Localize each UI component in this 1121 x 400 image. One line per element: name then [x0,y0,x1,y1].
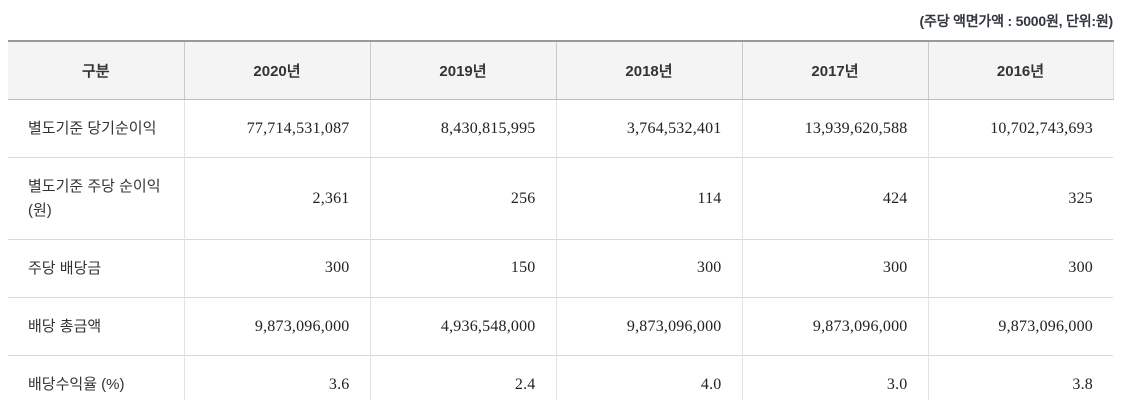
row-label: 주당 배당금 [8,238,184,298]
column-header-2016: 2016년 [927,41,1114,100]
cell-value: 150 [369,238,556,298]
cell-value: 300 [741,238,928,298]
cell-value: 256 [369,157,556,240]
cell-value: 300 [183,238,370,298]
cell-value: 300 [927,238,1113,298]
dividend-table: 구분 2020년 2019년 2018년 2017년 2016년 별도기준 당기… [8,40,1114,400]
table-caption: (주당 액면가액 : 5000원, 단위:원) [919,13,1114,29]
cell-value: 13,939,620,588 [741,99,928,158]
table-body: 별도기준 당기순이익 77,714,531,087 8,430,815,995 … [8,99,1113,400]
header-row: 구분 2020년 2019년 2018년 2017년 2016년 [8,41,1114,100]
cell-value: 3.6 [183,355,370,400]
table-row-dividend-per-share: 주당 배당금 300 150 300 300 300 [8,238,1113,298]
cell-value: 325 [927,157,1113,240]
row-label: 배당수익율 (%) [8,355,184,400]
cell-value: 77,714,531,087 [183,99,370,158]
column-header-2018: 2018년 [555,41,742,100]
table-header: 구분 2020년 2019년 2018년 2017년 2016년 [8,41,1114,100]
cell-value: 9,873,096,000 [183,296,370,356]
column-header-gubun: 구분 [8,41,184,100]
table-row-eps: 별도기준 주당 순이익 (원) 2,361 256 114 424 325 [8,157,1113,240]
column-header-2020: 2020년 [183,41,370,100]
cell-value: 9,873,096,000 [741,296,928,356]
cell-value: 9,873,096,000 [555,296,742,356]
column-header-2019: 2019년 [369,41,556,100]
page: (주당 액면가액 : 5000원, 단위:원) 구분 2020년 2019년 2… [0,11,1121,400]
column-header-2017: 2017년 [741,41,928,100]
cell-value: 4,936,548,000 [369,296,556,356]
row-label: 별도기준 주당 순이익 (원) [8,157,184,240]
cell-value: 300 [555,238,742,298]
table-row-net-income: 별도기준 당기순이익 77,714,531,087 8,430,815,995 … [8,99,1113,158]
cell-value: 10,702,743,693 [927,99,1113,158]
table-row-dividend-yield: 배당수익율 (%) 3.6 2.4 4.0 3.0 3.8 [8,355,1113,400]
row-label: 배당 총금액 [8,296,184,356]
cell-value: 3.8 [927,355,1113,400]
cell-value: 424 [741,157,928,240]
table-row-total-dividend: 배당 총금액 9,873,096,000 4,936,548,000 9,873… [8,296,1113,356]
cell-value: 3,764,532,401 [555,99,742,158]
cell-value: 8,430,815,995 [369,99,556,158]
cell-value: 4.0 [555,355,742,400]
cell-value: 2,361 [183,157,370,240]
cell-value: 2.4 [369,355,556,400]
cell-value: 3.0 [741,355,928,400]
row-label: 별도기준 당기순이익 [28,120,157,137]
cell-value: 114 [555,157,742,240]
cell-value: 9,873,096,000 [927,296,1113,356]
